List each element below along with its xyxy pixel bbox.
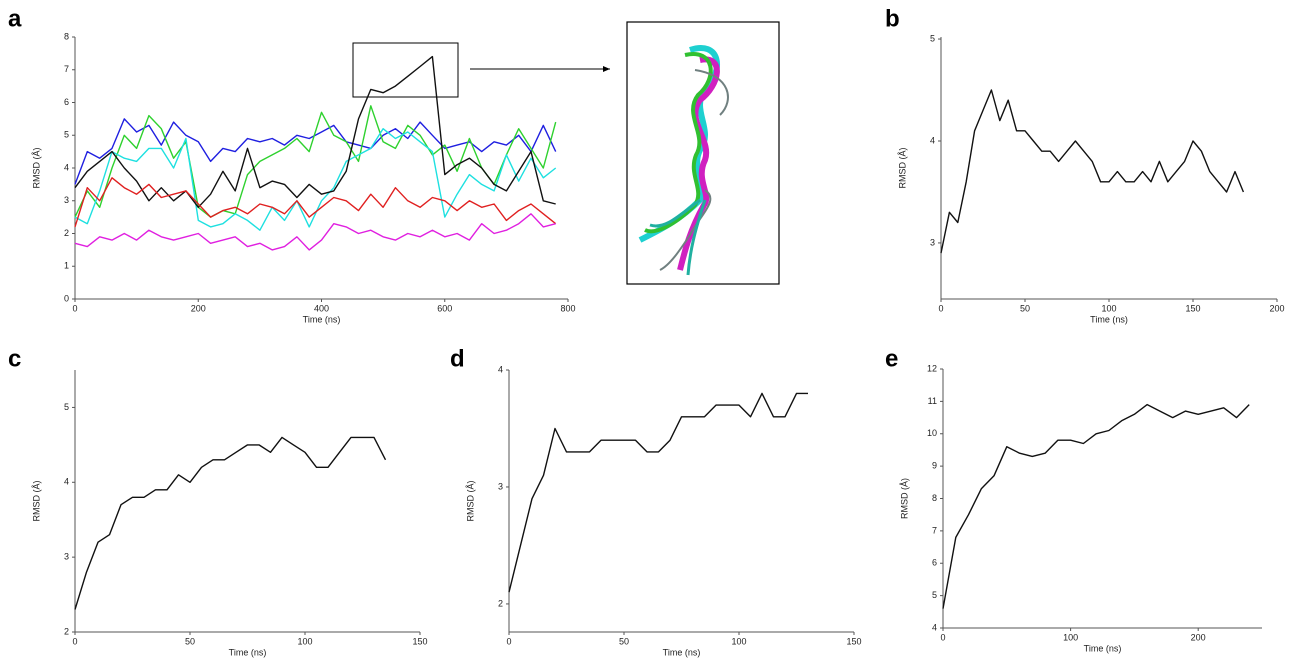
x-tick-label: 50 — [619, 636, 629, 646]
y-tick-label: 2 — [64, 626, 69, 636]
x-tick-label: 200 — [191, 303, 206, 313]
y-tick-label: 4 — [498, 364, 503, 374]
y-tick-label: 10 — [927, 428, 937, 438]
x-tick-label: 400 — [314, 303, 329, 313]
y-tick-label: 6 — [932, 558, 937, 568]
x-tick-label: 100 — [1063, 632, 1078, 642]
x-tick-label: 200 — [1269, 303, 1284, 313]
x-tick-label: 100 — [731, 636, 746, 646]
x-axis-label: Time (ns) — [303, 314, 341, 324]
y-tick-label: 4 — [932, 622, 937, 632]
x-axis-label: Time (ns) — [229, 647, 267, 657]
panel-label: b — [885, 5, 900, 32]
line-series — [75, 106, 556, 217]
y-tick-label: 3 — [64, 552, 69, 562]
x-tick-label: 150 — [846, 636, 861, 646]
y-tick-label: 8 — [932, 493, 937, 503]
line-series — [75, 214, 556, 250]
x-tick-label: 200 — [1191, 632, 1206, 642]
x-tick-label: 150 — [1185, 303, 1200, 313]
x-tick-label: 0 — [72, 636, 77, 646]
x-tick-label: 800 — [560, 303, 575, 313]
structure-inset — [627, 22, 779, 284]
panel-label: c — [8, 345, 21, 372]
y-axis-label: RMSD (Å) — [897, 148, 907, 189]
x-tick-label: 50 — [185, 636, 195, 646]
figure: a0123456780200400600800Time (ns)RMSD (Å)… — [0, 0, 1295, 661]
line-series — [509, 393, 808, 592]
y-tick-label: 11 — [928, 396, 937, 406]
y-tick-label: 2 — [498, 598, 503, 608]
x-tick-label: 50 — [1020, 303, 1030, 313]
line-series — [75, 437, 386, 609]
line-series — [75, 129, 556, 231]
x-tick-label: 0 — [506, 636, 511, 646]
y-tick-label: 9 — [932, 461, 937, 471]
y-tick-label: 4 — [930, 135, 935, 145]
x-tick-label: 100 — [1101, 303, 1116, 313]
y-tick-label: 12 — [927, 363, 937, 373]
x-tick-label: 0 — [938, 303, 943, 313]
x-tick-label: 150 — [412, 636, 427, 646]
y-tick-label: 8 — [64, 31, 69, 41]
x-tick-label: 0 — [72, 303, 77, 313]
y-tick-label: 2 — [64, 228, 69, 238]
y-tick-label: 4 — [64, 162, 69, 172]
y-tick-label: 3 — [64, 195, 69, 205]
y-tick-label: 5 — [64, 130, 69, 140]
y-tick-label: 4 — [64, 477, 69, 487]
line-series — [943, 405, 1249, 609]
x-tick-label: 600 — [437, 303, 452, 313]
x-axis-label: Time (ns) — [1090, 314, 1128, 324]
y-tick-label: 7 — [932, 525, 937, 535]
y-tick-label: 7 — [64, 64, 69, 74]
panel-label: d — [450, 345, 465, 372]
line-series — [941, 90, 1243, 253]
y-axis-label: RMSD (Å) — [31, 481, 41, 522]
y-tick-label: 3 — [498, 481, 503, 491]
y-tick-label: 3 — [930, 237, 935, 247]
zoom-box — [353, 43, 458, 97]
y-tick-label: 6 — [64, 97, 69, 107]
y-tick-label: 5 — [932, 590, 937, 600]
y-axis-label: RMSD (Å) — [899, 478, 909, 519]
y-axis-label: RMSD (Å) — [31, 148, 41, 189]
y-axis-label: RMSD (Å) — [465, 481, 475, 522]
y-tick-label: 1 — [64, 261, 69, 271]
x-tick-label: 100 — [297, 636, 312, 646]
x-axis-label: Time (ns) — [663, 647, 701, 657]
x-tick-label: 0 — [940, 632, 945, 642]
y-tick-label: 0 — [64, 293, 69, 303]
line-series — [75, 119, 556, 184]
panel-label: a — [8, 5, 22, 32]
y-tick-label: 5 — [64, 402, 69, 412]
y-tick-label: 5 — [930, 33, 935, 43]
x-axis-label: Time (ns) — [1084, 643, 1122, 653]
panel-label: e — [885, 345, 898, 372]
